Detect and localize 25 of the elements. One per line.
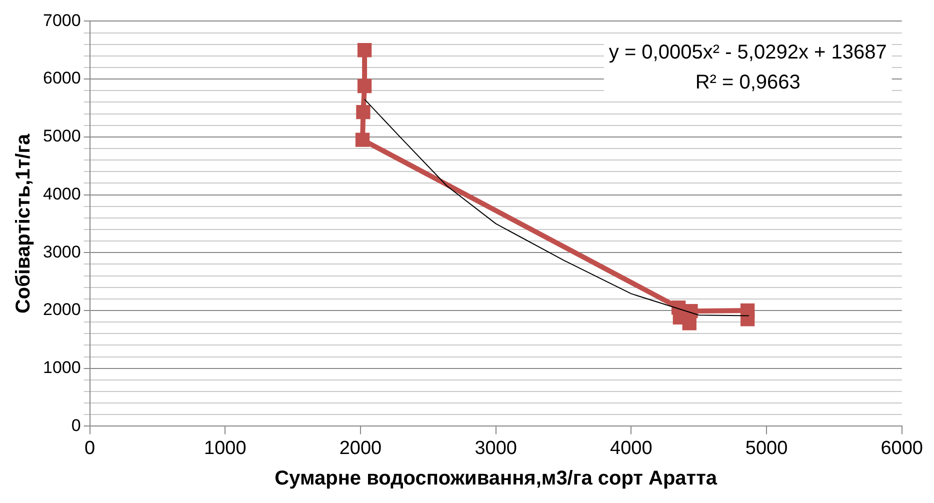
y-tick-label: 5000 [42, 126, 81, 146]
x-tick-label: 3000 [474, 438, 517, 459]
x-tick-label: 1000 [204, 438, 246, 459]
point [357, 78, 372, 94]
point [740, 312, 755, 326]
x-tick-label: 6000 [880, 438, 924, 459]
x-tick-label: 5000 [745, 438, 788, 459]
y-tick-label: 3000 [42, 242, 81, 262]
y-tick-label: 6000 [42, 68, 81, 88]
y-axis-title: Собівартість,1т/га [12, 132, 35, 314]
x-axis-title: Сумарне водоспоживання,м3/га сорт Аратта [274, 468, 718, 490]
y-tick-label: 1000 [42, 358, 81, 378]
y-tick-label: 0 [71, 416, 81, 435]
y-tick-label: 7000 [42, 10, 81, 30]
y-tick-label: 4000 [42, 184, 81, 204]
x-tick-label: 0 [84, 438, 96, 459]
annotation: y = 0,0005x² - 5,0292x + 13687 [608, 42, 887, 64]
x-tick-label: 4000 [610, 438, 652, 459]
point [684, 304, 698, 318]
x-tick-label: 2000 [339, 438, 382, 459]
point [355, 132, 370, 147]
point [357, 43, 372, 58]
point [356, 104, 370, 120]
annotation: R² = 0,9663 [695, 72, 800, 94]
y-tick-label: 2000 [42, 300, 81, 320]
